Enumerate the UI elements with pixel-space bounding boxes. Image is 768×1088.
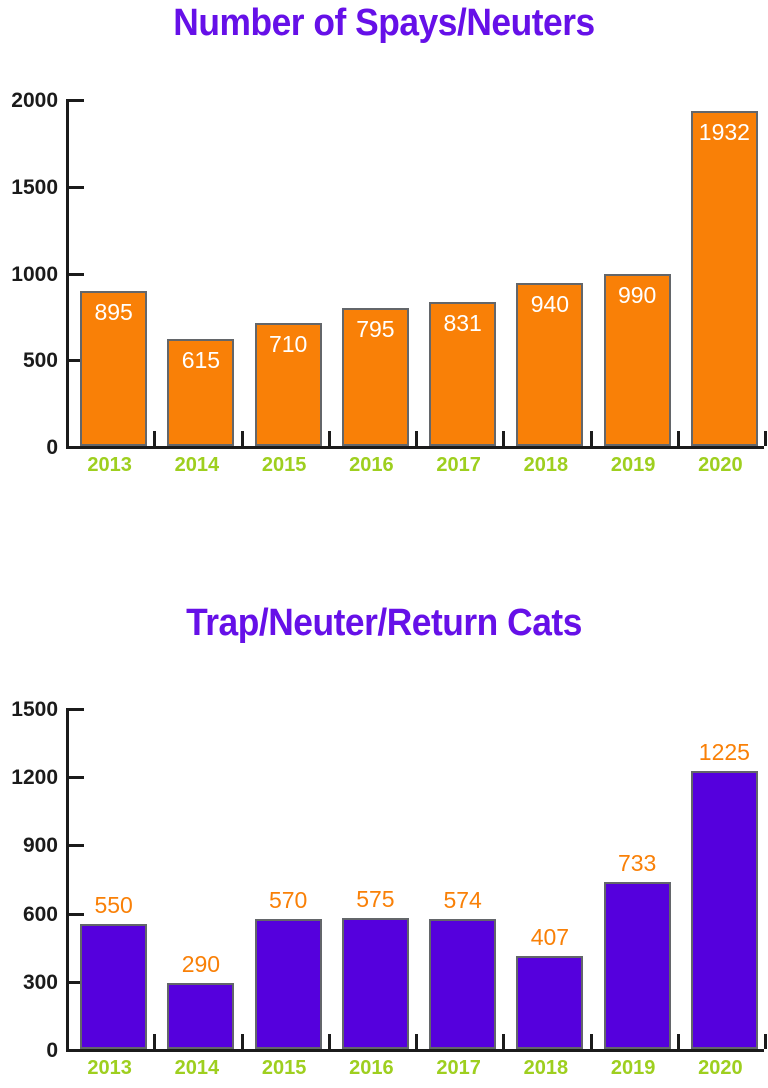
x-axis-category-label: 2019 bbox=[610, 1057, 656, 1079]
x-axis-category-label: 2015 bbox=[261, 454, 307, 476]
x-axis-category-label: 2017 bbox=[436, 454, 481, 476]
y-axis-tick bbox=[69, 776, 84, 780]
bar bbox=[167, 983, 235, 1049]
x-axis-tick bbox=[415, 431, 418, 446]
bar bbox=[516, 282, 584, 446]
x-axis-tick bbox=[327, 431, 331, 446]
x-axis-tick bbox=[676, 1034, 680, 1049]
y-axis-tick-label: 900 bbox=[22, 834, 58, 858]
bar-value-label: 407 bbox=[530, 924, 570, 951]
chart-2-plot-area: 0 300 600 900 1200 1500 550 2013 290 2014 570 2015 5… bbox=[0, 595, 768, 1088]
bar-value-label: 895 bbox=[94, 298, 133, 325]
x-axis-tick bbox=[153, 431, 157, 446]
chart-1-title: Number of Spays/Neuters bbox=[173, 2, 595, 44]
x-axis-tick bbox=[589, 1034, 593, 1049]
x-axis-tick bbox=[240, 1034, 244, 1049]
bar bbox=[167, 339, 235, 446]
bar bbox=[516, 956, 584, 1049]
x-axis-tick bbox=[676, 431, 680, 446]
y-axis-tick-label: 0 bbox=[46, 436, 58, 459]
x-axis-category-label: 2013 bbox=[87, 454, 132, 476]
bar-value-label: 940 bbox=[530, 290, 570, 317]
y-axis-tick bbox=[69, 912, 84, 916]
bar bbox=[690, 770, 758, 1049]
y-axis-tick-label: 300 bbox=[22, 970, 58, 994]
x-axis-tick bbox=[240, 431, 244, 446]
bar bbox=[690, 110, 758, 446]
x-axis-tick bbox=[66, 1034, 69, 1049]
bar bbox=[80, 923, 148, 1049]
y-axis-tick bbox=[69, 99, 84, 102]
chart-tnr-cats: Trap/Neuter/Return Cats 0 300 600 900 1200 15… bbox=[0, 595, 768, 1088]
bar-value-label: 615 bbox=[181, 347, 221, 374]
x-axis-category-label: 2017 bbox=[436, 1057, 481, 1079]
x-axis-category-label: 2014 bbox=[174, 454, 220, 476]
bar-value-label: 290 bbox=[181, 951, 221, 978]
y-axis-line bbox=[66, 99, 69, 449]
x-axis-category-label: 2016 bbox=[349, 454, 394, 476]
bar bbox=[603, 882, 671, 1049]
bar-value-label: 570 bbox=[268, 887, 308, 914]
x-axis-tick bbox=[327, 1034, 331, 1049]
x-axis-category-label: 2020 bbox=[698, 454, 743, 476]
x-axis-category-label: 2019 bbox=[610, 454, 656, 476]
bar bbox=[341, 308, 409, 446]
x-axis-tick bbox=[415, 1034, 418, 1049]
x-axis-line bbox=[66, 1049, 764, 1052]
x-axis-tick bbox=[589, 431, 593, 446]
bar bbox=[603, 274, 671, 446]
chart-2-title: Trap/Neuter/Return Cats bbox=[186, 602, 582, 644]
y-axis-tick-label: 1200 bbox=[11, 766, 58, 790]
bar-value-label: 990 bbox=[617, 282, 657, 309]
x-axis-category-label: 2018 bbox=[523, 1057, 569, 1079]
x-axis-category-label: 2015 bbox=[261, 1057, 307, 1079]
y-axis-tick-label: 0 bbox=[46, 1039, 58, 1062]
x-axis-category-label: 2014 bbox=[174, 1057, 220, 1079]
x-axis-tick bbox=[502, 1034, 506, 1049]
bar-value-label: 575 bbox=[356, 886, 395, 913]
bar-value-label: 831 bbox=[443, 309, 482, 336]
chart-1-plot-area: 0 500 1000 1500 2000 895 2013 615 2014 710 2015 795… bbox=[0, 0, 768, 500]
bar bbox=[254, 322, 322, 446]
y-axis-tick bbox=[69, 844, 84, 848]
x-axis-category-label: 2016 bbox=[349, 1057, 394, 1079]
x-axis-tick bbox=[502, 431, 506, 446]
y-axis-tick-label: 1500 bbox=[11, 698, 58, 721]
bar-value-label: 1225 bbox=[698, 738, 750, 765]
y-axis-tick bbox=[69, 185, 84, 189]
y-axis-tick-label: 500 bbox=[22, 349, 58, 373]
x-axis-tick bbox=[764, 431, 767, 446]
x-axis-line bbox=[66, 446, 764, 449]
y-axis-tick bbox=[69, 272, 84, 276]
x-axis-tick bbox=[153, 1034, 157, 1049]
bar-value-label: 733 bbox=[617, 850, 657, 877]
chart-spays-neuters: Number of Spays/Neuters 0 500 1000 1500 2000… bbox=[0, 0, 768, 500]
bar bbox=[429, 918, 497, 1049]
bar-value-label: 710 bbox=[268, 330, 308, 357]
bar bbox=[254, 919, 322, 1049]
y-axis-line bbox=[66, 708, 69, 1052]
y-axis-tick bbox=[69, 980, 84, 984]
y-axis-tick-label: 1000 bbox=[11, 262, 58, 286]
bar bbox=[341, 918, 409, 1049]
y-axis-tick bbox=[69, 708, 84, 711]
bar bbox=[80, 290, 148, 446]
bar-value-label: 1932 bbox=[698, 118, 750, 145]
bar-value-label: 550 bbox=[94, 891, 133, 918]
bar bbox=[429, 301, 497, 446]
bar-value-label: 574 bbox=[443, 886, 482, 913]
y-axis-tick bbox=[69, 359, 84, 363]
y-axis-tick-label: 1500 bbox=[11, 175, 58, 199]
bar-value-label: 795 bbox=[356, 316, 395, 343]
x-axis-category-label: 2013 bbox=[87, 1057, 132, 1079]
x-axis-category-label: 2020 bbox=[698, 1057, 743, 1079]
y-axis-tick-label: 2000 bbox=[11, 89, 58, 112]
x-axis-tick bbox=[66, 431, 69, 446]
x-axis-category-label: 2018 bbox=[523, 454, 569, 476]
x-axis-tick bbox=[764, 1034, 767, 1049]
y-axis-tick-label: 600 bbox=[22, 902, 58, 926]
